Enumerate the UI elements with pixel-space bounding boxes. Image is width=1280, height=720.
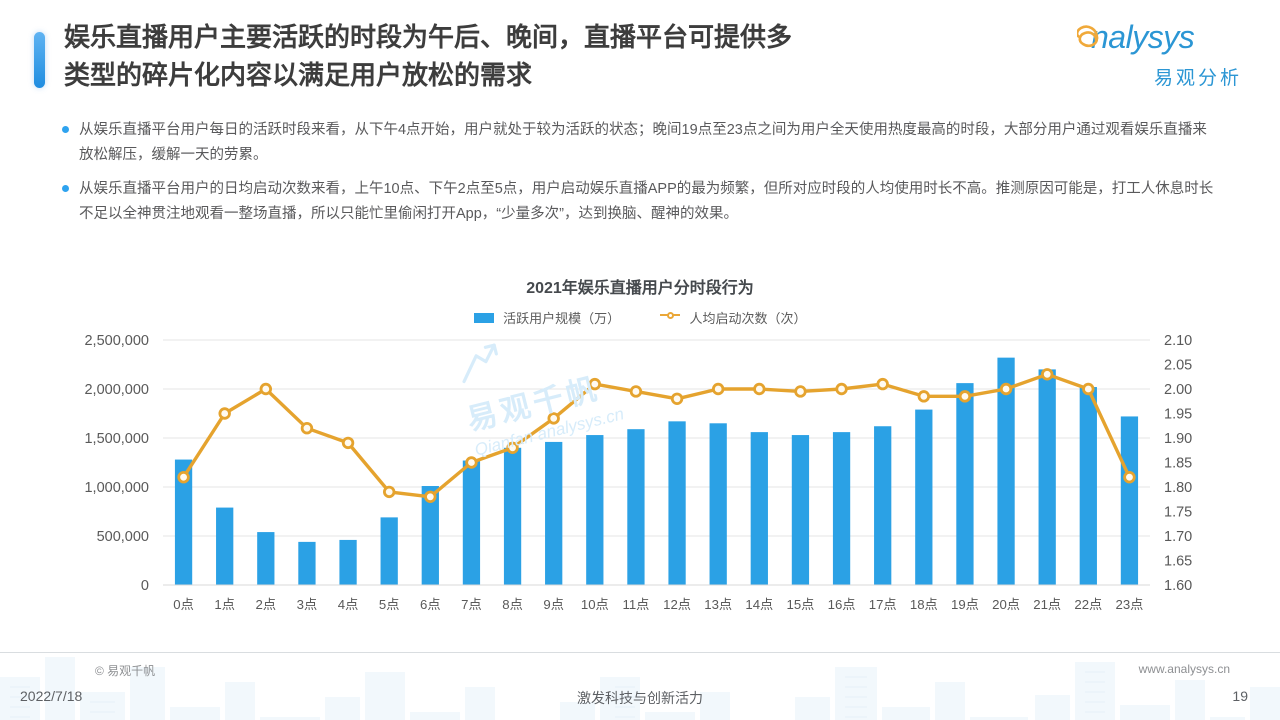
svg-text:23点: 23点 (1116, 597, 1144, 612)
svg-text:1.90: 1.90 (1164, 431, 1192, 447)
svg-text:0: 0 (141, 578, 149, 594)
svg-text:14点: 14点 (745, 597, 773, 612)
svg-text:1.75: 1.75 (1164, 505, 1192, 521)
svg-text:10点: 10点 (581, 597, 609, 612)
svg-text:1.60: 1.60 (1164, 578, 1192, 594)
svg-text:500,000: 500,000 (97, 529, 149, 545)
svg-text:1,000,000: 1,000,000 (84, 480, 149, 496)
svg-text:1.80: 1.80 (1164, 480, 1192, 496)
svg-text:16点: 16点 (828, 597, 856, 612)
svg-text:22点: 22点 (1074, 597, 1102, 612)
svg-text:3点: 3点 (297, 597, 318, 612)
svg-text:18点: 18点 (910, 597, 938, 612)
svg-text:1.85: 1.85 (1164, 456, 1192, 472)
svg-text:13点: 13点 (704, 597, 732, 612)
svg-text:17点: 17点 (869, 597, 897, 612)
svg-text:1.65: 1.65 (1164, 554, 1192, 570)
svg-text:1.70: 1.70 (1164, 529, 1192, 545)
svg-text:4点: 4点 (338, 597, 359, 612)
svg-text:7点: 7点 (461, 597, 482, 612)
svg-text:1.95: 1.95 (1164, 407, 1192, 423)
svg-text:6点: 6点 (420, 597, 441, 612)
svg-text:2.10: 2.10 (1164, 333, 1192, 349)
svg-text:1点: 1点 (214, 597, 235, 612)
svg-text:nalysys: nalysys (1091, 19, 1195, 55)
svg-text:2,500,000: 2,500,000 (84, 333, 149, 349)
svg-text:2.05: 2.05 (1164, 358, 1192, 374)
svg-text:21点: 21点 (1033, 597, 1061, 612)
svg-text:11点: 11点 (622, 597, 649, 612)
svg-text:20点: 20点 (992, 597, 1020, 612)
svg-text:8点: 8点 (502, 597, 523, 612)
svg-text:19点: 19点 (951, 597, 979, 612)
svg-text:0点: 0点 (173, 597, 194, 612)
svg-text:15点: 15点 (787, 597, 815, 612)
svg-text:9点: 9点 (543, 597, 564, 612)
svg-text:2.00: 2.00 (1164, 382, 1192, 398)
svg-text:5点: 5点 (379, 597, 400, 612)
svg-text:2,000,000: 2,000,000 (84, 382, 149, 398)
svg-text:2点: 2点 (256, 597, 277, 612)
svg-text:1,500,000: 1,500,000 (84, 431, 149, 447)
svg-text:12点: 12点 (663, 597, 691, 612)
